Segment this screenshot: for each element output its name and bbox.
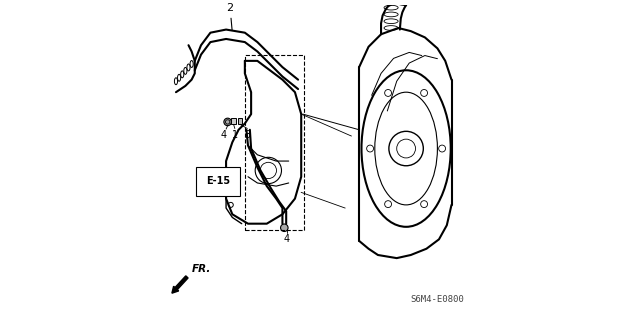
- Text: 4: 4: [284, 234, 290, 244]
- Circle shape: [224, 118, 232, 126]
- Bar: [245, 55, 305, 230]
- Text: 4: 4: [221, 130, 227, 140]
- Text: 3: 3: [244, 130, 250, 140]
- Circle shape: [280, 224, 288, 232]
- Bar: [231, 118, 236, 124]
- Bar: [238, 118, 243, 124]
- FancyArrow shape: [172, 276, 188, 293]
- Text: 1: 1: [232, 130, 238, 140]
- Text: E-15: E-15: [205, 176, 230, 186]
- Text: S6M4-E0800: S6M4-E0800: [410, 294, 464, 303]
- Text: FR.: FR.: [191, 264, 211, 274]
- Text: 2: 2: [227, 3, 234, 13]
